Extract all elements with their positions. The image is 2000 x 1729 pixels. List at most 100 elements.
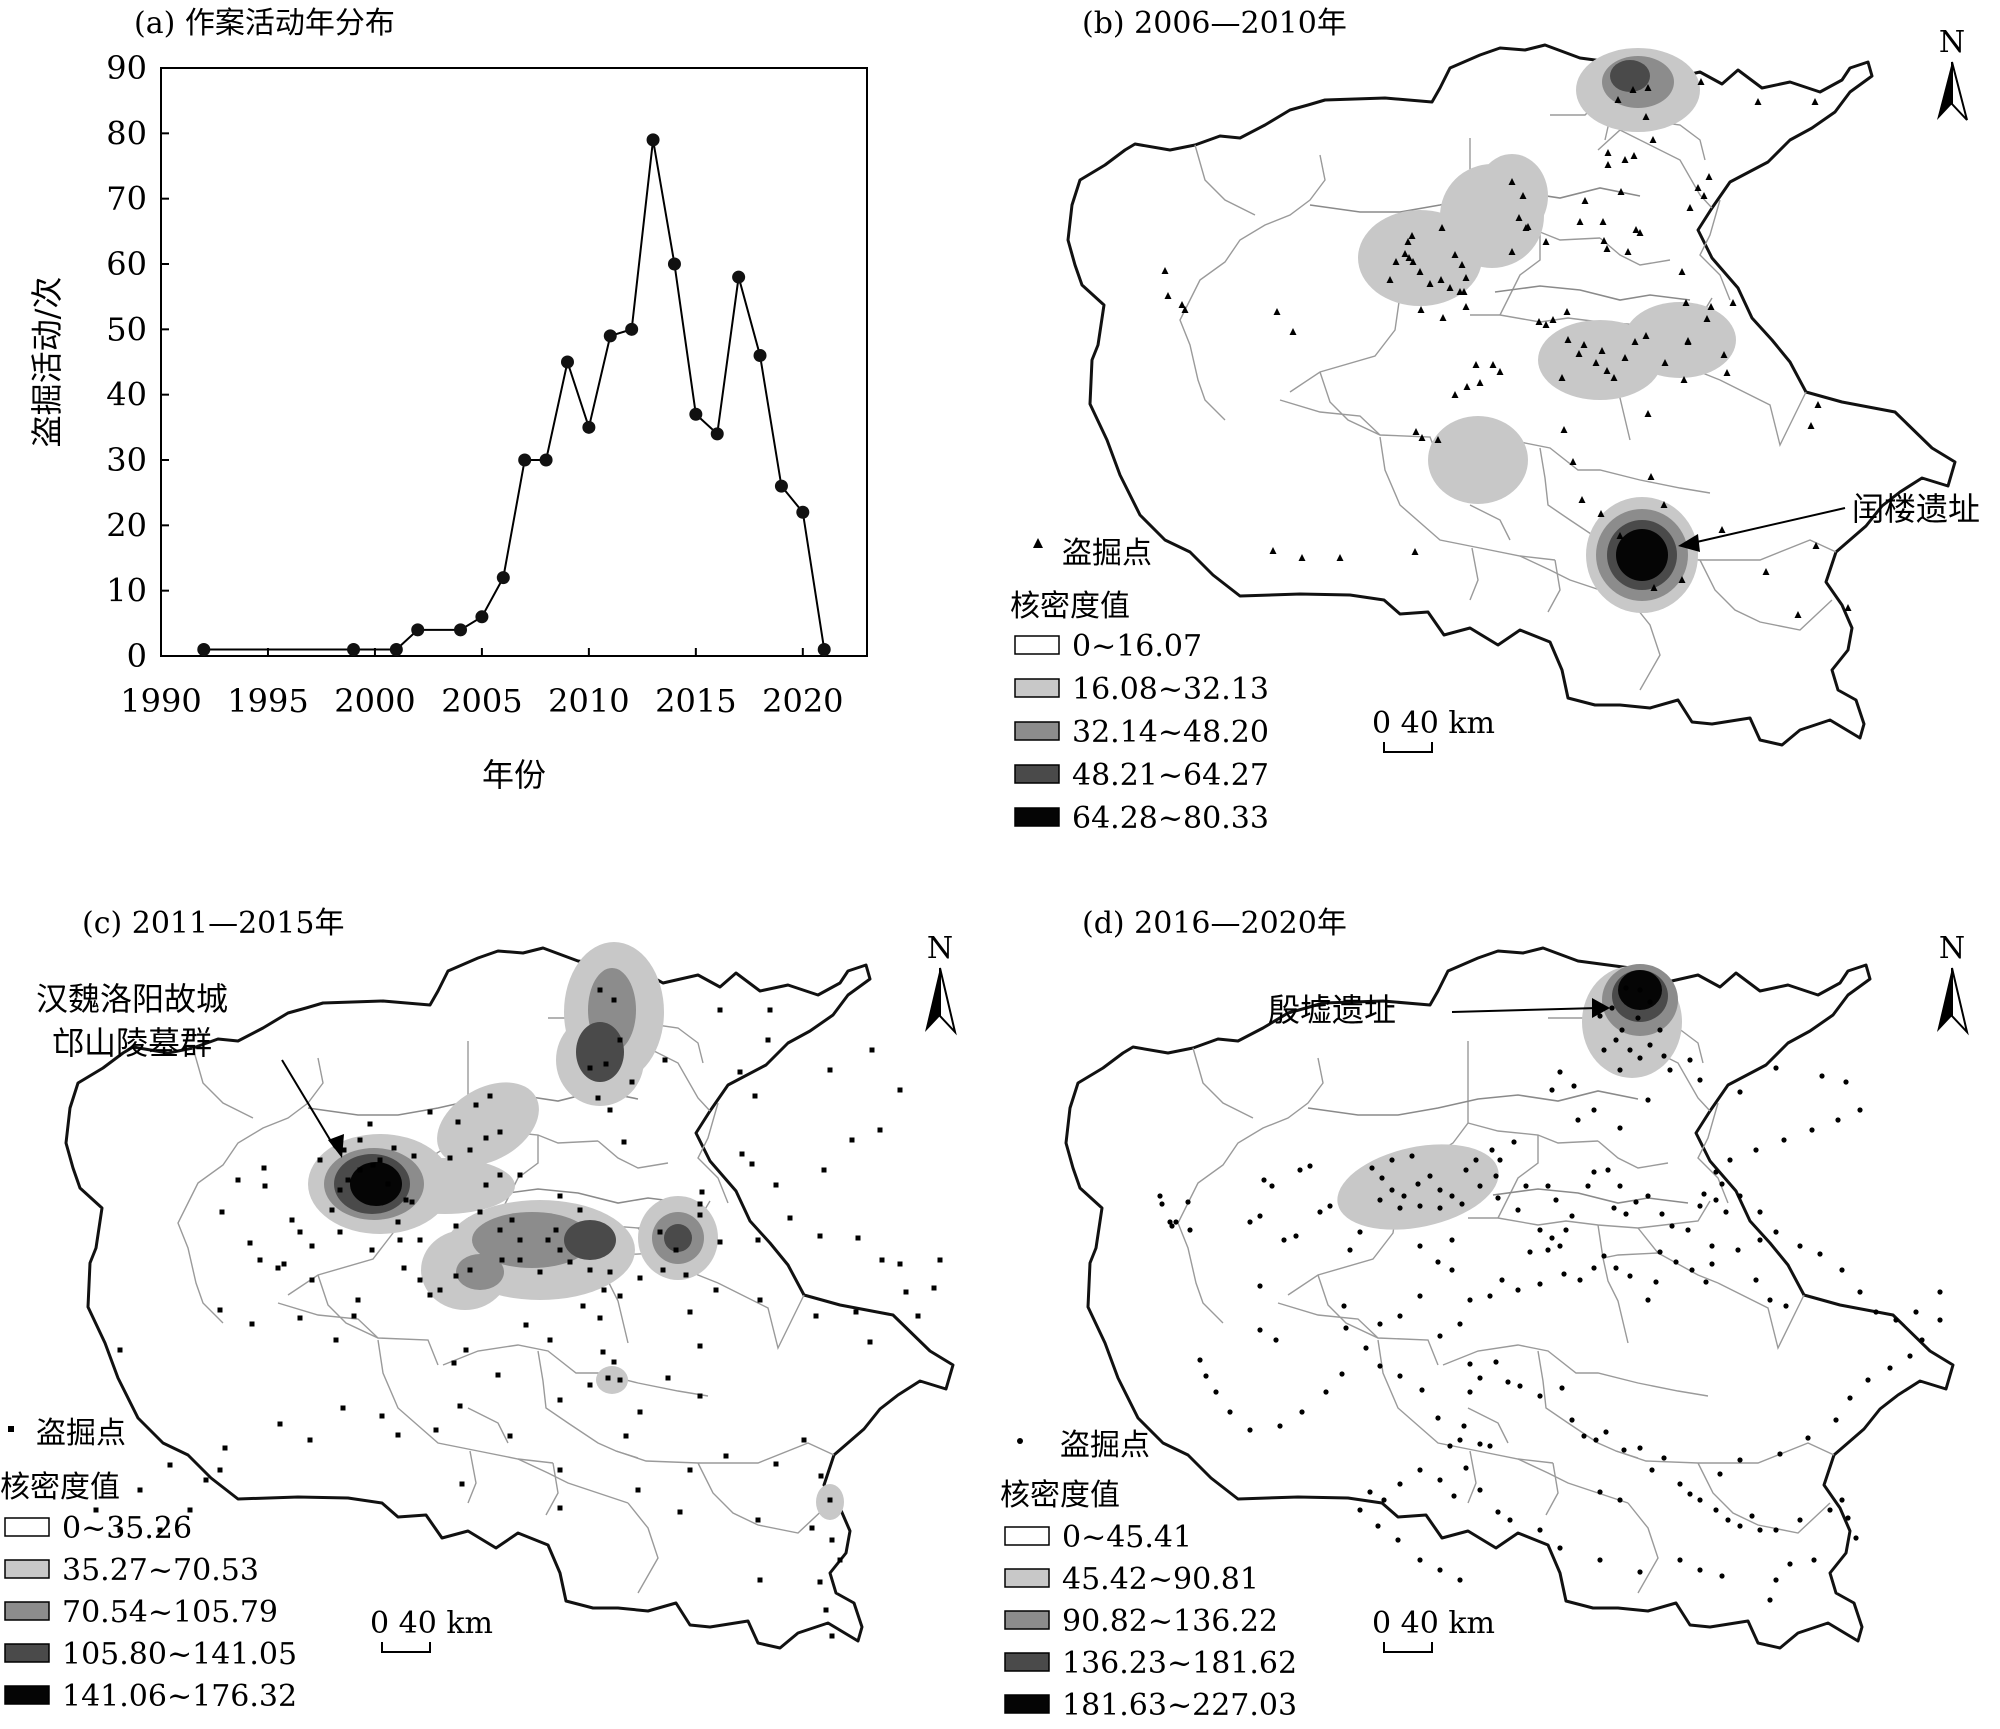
looting-point-square (621, 1139, 627, 1145)
looting-point-square (757, 1577, 763, 1583)
looting-point-dot (1417, 1467, 1423, 1473)
looting-point-dot (1757, 1527, 1763, 1533)
panel-a-plot-frame (160, 67, 868, 657)
density-blob-pingdingshan (1428, 416, 1528, 504)
looting-point-dot (1435, 1415, 1441, 1421)
legend-swatch-1 (4, 1559, 50, 1579)
panel-b-title: (b) 2006—2010年 (1082, 6, 1347, 41)
looting-point-dot (1277, 1423, 1283, 1429)
looting-point-dot (1697, 1077, 1703, 1083)
looting-point-square (717, 1007, 723, 1013)
looting-point-dot (1557, 1545, 1563, 1551)
looting-point-square (697, 1201, 703, 1207)
looting-point-triangle (1508, 178, 1516, 185)
looting-point-square (409, 1199, 415, 1205)
legend-class-label: 45.42~90.81 (1062, 1562, 1259, 1597)
y-tick-label: 10 (106, 572, 147, 610)
looting-point-dot (1495, 1195, 1501, 1201)
looting-point-triangle (1604, 161, 1612, 168)
looting-point-dot (1601, 1047, 1607, 1053)
panel-a-x-axis-label: 年份 (482, 756, 546, 794)
looting-point-square (665, 1375, 671, 1381)
legend-class-label: 0~35.26 (62, 1511, 192, 1546)
looting-point-square (262, 1183, 268, 1189)
looting-point-dot (1637, 1569, 1643, 1575)
looting-point-dot (1913, 1309, 1919, 1315)
looting-point-triangle (1439, 314, 1447, 321)
looting-point-dot (1505, 1379, 1511, 1385)
legend-class-label: 35.27~70.53 (62, 1553, 259, 1588)
panel-b-map: (b) 2006—2010年 (1010, 6, 1980, 836)
looting-point-square (277, 1421, 283, 1427)
looting-point-square (517, 1172, 523, 1178)
looting-point-dot (1611, 1205, 1617, 1211)
looting-point-triangle (1508, 248, 1516, 255)
looting-point-square (157, 1527, 163, 1533)
looting-point-square (473, 1102, 479, 1108)
looting-point-square (385, 1181, 391, 1187)
looting-point-square (660, 1267, 666, 1273)
looting-point-dot (1697, 1497, 1703, 1503)
panel-a-line-chart: (a) 作案活动年分布 0 10 20 30 40 50 60 70 80 90 1990 1995… (28, 6, 868, 794)
looting-point-dot (1515, 1287, 1521, 1293)
looting-point-square (557, 1193, 563, 1199)
looting-point-square (567, 1259, 573, 1265)
legend-class-label: 70.54~105.79 (62, 1595, 278, 1630)
looting-point-square (247, 1240, 253, 1246)
looting-point-square (433, 1427, 439, 1433)
looting-point-triangle (1535, 318, 1543, 325)
looting-point-triangle (1515, 214, 1523, 221)
looting-point-square (813, 1313, 819, 1319)
y-tick-label: 50 (106, 310, 147, 348)
looting-point-square (411, 1153, 417, 1159)
looting-point-triangle (1581, 197, 1589, 204)
looting-point-square (329, 1207, 335, 1213)
looting-point-dot (1735, 1247, 1741, 1253)
looting-point-square (545, 1237, 551, 1243)
looting-point-dot (1757, 1237, 1763, 1243)
looting-point-dot (1487, 1443, 1493, 1449)
looting-point-dot (1907, 1353, 1913, 1359)
looting-point-square (687, 1467, 693, 1473)
looting-point-square (629, 1079, 635, 1085)
looting-point-dot (1467, 1297, 1473, 1303)
looting-point-dot (1753, 1277, 1759, 1283)
looting-point-triangle (1660, 501, 1668, 508)
looting-point-square (340, 1405, 346, 1411)
looting-point-dot (1797, 1243, 1803, 1249)
looting-point-dot (1839, 1267, 1845, 1273)
looting-point-dot (1227, 1409, 1233, 1415)
looting-point-triangle (1617, 188, 1625, 195)
looting-point-triangle (1720, 351, 1728, 358)
data-point-2002 (411, 623, 425, 637)
looting-point-square (597, 1315, 603, 1321)
panel-a-series-points (197, 133, 831, 656)
looting-point-square (453, 1223, 459, 1229)
looting-point-square (483, 1135, 489, 1141)
looting-point-dot (1737, 1523, 1743, 1529)
looting-point-triangle (1603, 245, 1611, 252)
panel-d-looting-points (1157, 985, 1943, 1603)
looting-point-dot (1657, 1027, 1663, 1033)
looting-point-dot (1363, 1345, 1369, 1351)
panel-d-annotation: 殷墟遗址 (1268, 991, 1610, 1029)
looting-point-square (823, 1607, 829, 1613)
looting-point-square (752, 1093, 758, 1099)
looting-point-triangle (1289, 328, 1297, 335)
looting-point-triangle (1707, 303, 1715, 310)
looting-point-square (497, 1172, 503, 1178)
looting-point-square (427, 1292, 433, 1298)
looting-point-triangle (1451, 391, 1459, 398)
looting-point-dot (1417, 1203, 1423, 1209)
legend-swatch-4 (4, 1685, 50, 1705)
looting-point-dot (1347, 1247, 1353, 1253)
looting-point-dot (1397, 1313, 1403, 1319)
looting-point-dot (1667, 1067, 1673, 1073)
data-point-2009 (560, 355, 574, 369)
looting-point-dot (1857, 1107, 1863, 1113)
looting-point-dot (1549, 1235, 1555, 1241)
panel-d-scale-bar: 0 40 km (1372, 1606, 1495, 1653)
data-point-2006 (496, 571, 510, 585)
looting-point-triangle (1678, 268, 1686, 275)
looting-point-dot (1477, 1183, 1483, 1189)
